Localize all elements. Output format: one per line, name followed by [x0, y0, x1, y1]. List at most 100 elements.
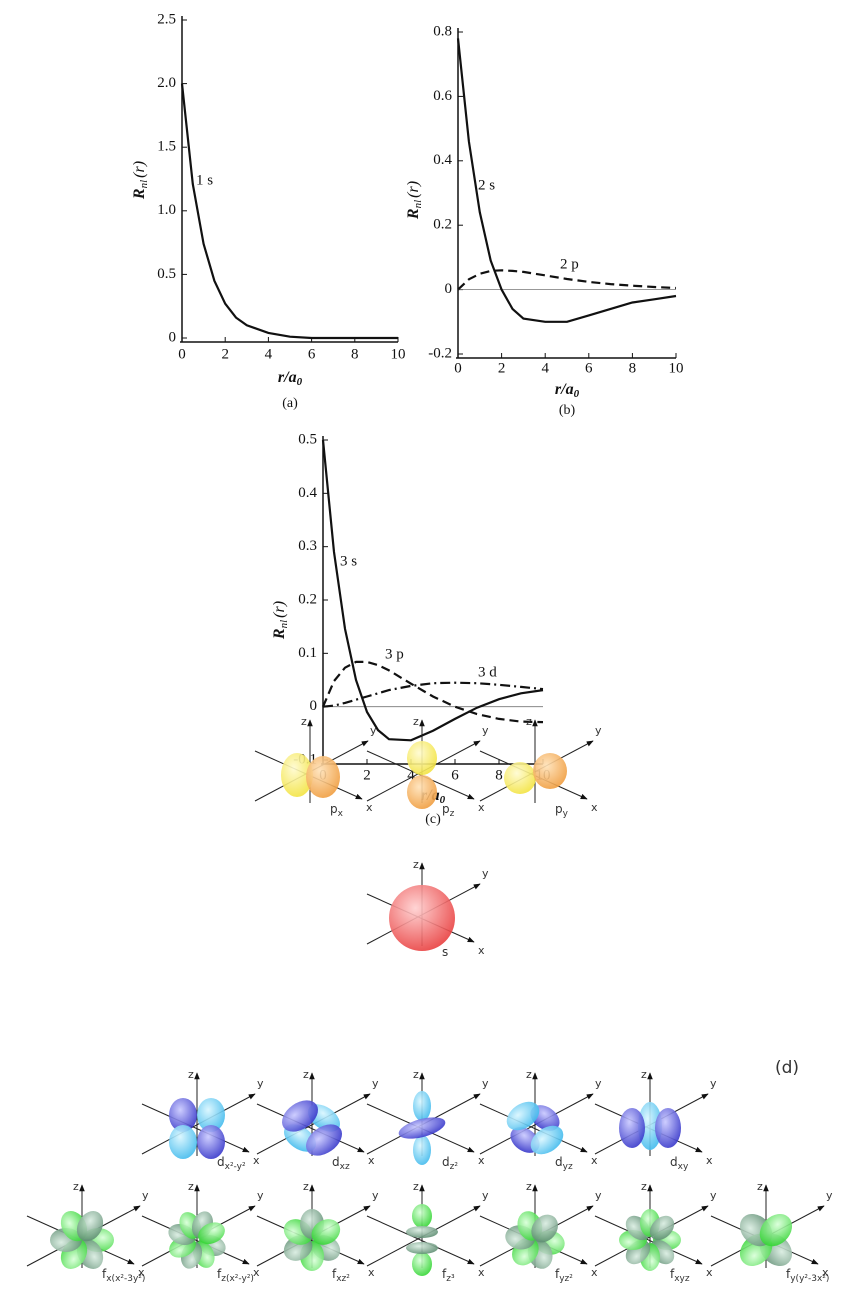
y-tick-label: 0.3 [298, 538, 317, 554]
orbital-label: dx²-y² [217, 1155, 246, 1172]
x-tick-label: 2 [221, 346, 229, 362]
orbital-label-sub: y(y²-3x²) [790, 1274, 829, 1284]
panel-label: (d) [775, 1058, 799, 1078]
x-tick-label: 4 [541, 360, 549, 376]
y-tick-label: 0.1 [298, 645, 317, 661]
axis-label-x: x [822, 1266, 829, 1279]
y-tick-label: 0.6 [433, 88, 452, 104]
chart-caption: (b) [559, 403, 576, 418]
orbital-label-main: d [217, 1155, 225, 1169]
y-label-sub: nl [138, 180, 150, 189]
series-label: 1 s [196, 172, 213, 188]
y-tick-label: 0.5 [298, 431, 317, 447]
orbital-label-sub: yz² [559, 1274, 573, 1284]
axis-x [256, 1103, 365, 1153]
y-tick-label: 0.8 [433, 23, 452, 39]
axis-label-z: z [188, 1068, 194, 1081]
axis-label-z: z [526, 715, 532, 728]
lobe [198, 1222, 225, 1245]
orbital-label: dxz [332, 1155, 350, 1172]
lobe [638, 1102, 662, 1150]
axis-label-y: y [826, 1189, 833, 1202]
axis-label-z: z [413, 858, 419, 871]
orbital-label: fy(y²-3x²) [786, 1267, 829, 1284]
x-tick-label: 2 [363, 767, 371, 783]
orbital-label-sub: xz [340, 1162, 350, 1172]
axis-label-y: y [142, 1189, 149, 1202]
axis-label-z: z [641, 1068, 647, 1081]
x-tick-label: 8 [629, 360, 637, 376]
lobe [649, 1215, 675, 1241]
orbital-label-main: f [786, 1267, 791, 1281]
orbital-label: fz(x²-y²) [217, 1267, 254, 1284]
orbital-label-main: f [555, 1267, 560, 1281]
orbital-label-sub: y [563, 809, 569, 819]
orbital: z y x dx²-y² [141, 1068, 264, 1172]
x-axis-label: r/a0 [278, 369, 303, 388]
orbital-label-sub: z(x²-y²) [221, 1274, 254, 1284]
orbital: z y x dxy [594, 1068, 717, 1172]
y-tick-label: 0.4 [433, 152, 452, 168]
x-tick-label: 0 [178, 346, 186, 362]
series-line [456, 38, 677, 323]
axis-label-z: z [413, 1068, 419, 1081]
orbital-label-main: f [670, 1267, 675, 1281]
axis-label-x: x [138, 1266, 145, 1279]
lobe [506, 1101, 540, 1131]
series-label: 2 s [478, 177, 495, 193]
orbital-label-sub: z³ [446, 1274, 455, 1284]
axis-label-z: z [413, 715, 419, 728]
line-chart: -0.200.20.40.60.80 2 4 6 8 102 s2 pRnl(r)r/a0… [405, 23, 684, 418]
orbital-label-sub: xy [678, 1162, 689, 1172]
x-label-main: r/a [555, 381, 574, 398]
orbital-label: fx(x²-3y²) [102, 1267, 145, 1284]
orbital-label-main: f [332, 1267, 337, 1281]
axis-label-y: y [257, 1077, 264, 1090]
orbital-label: s [442, 945, 448, 959]
axis-label-z: z [303, 1068, 309, 1081]
orbital-label-main: s [442, 945, 448, 959]
y-tick-label: 1.0 [157, 202, 176, 218]
x-label-main: r/a [278, 369, 297, 386]
orbital-label-main: p [330, 802, 338, 816]
x-axis-label: r/a0 [555, 381, 580, 400]
lobe [530, 1125, 564, 1155]
x-label-sub: 0 [440, 794, 446, 806]
orbital: z y x dxz [256, 1068, 379, 1172]
orbital-label: fxyz [670, 1267, 690, 1284]
axis-label-y: y [710, 1077, 717, 1090]
y-tick-label: -0.2 [428, 345, 452, 361]
orbital-label: dxy [670, 1155, 689, 1172]
y-label-main: R [131, 188, 148, 200]
orbital-label-main: f [102, 1267, 107, 1281]
axis-label-z: z [757, 1180, 763, 1193]
series-label: 2 p [560, 256, 579, 272]
orbital-label-main: d [555, 1155, 563, 1169]
y-tick-label: 0 [445, 281, 453, 297]
line-chart: -0.100.10.20.30.40.502468103 s3 p3 dRnl(… [271, 431, 551, 827]
lobe [281, 753, 313, 797]
axis-label-y: y [482, 867, 489, 880]
y-tick-label: 2.5 [157, 11, 176, 27]
lobe [619, 1108, 645, 1148]
y-label-rest: (r) [405, 181, 422, 198]
axis-x [366, 1215, 475, 1265]
lobe [407, 775, 437, 809]
orbital-label-main: p [442, 802, 450, 816]
x-tick-label: 8 [495, 767, 503, 783]
orbital: z y x fz³ [366, 1180, 489, 1284]
orbital-label-main: p [555, 802, 563, 816]
axis-label-x: x [591, 1154, 598, 1167]
lobe [76, 1211, 104, 1242]
y-label-rest: (r) [131, 161, 148, 178]
series-line [321, 660, 544, 724]
x-label-sub: 0 [574, 388, 580, 400]
axis-label-z: z [413, 1180, 419, 1193]
x-tick-label: 6 [585, 360, 593, 376]
orbital: z y x dz² [366, 1068, 489, 1172]
orbital: z y x fxz² [256, 1180, 379, 1284]
